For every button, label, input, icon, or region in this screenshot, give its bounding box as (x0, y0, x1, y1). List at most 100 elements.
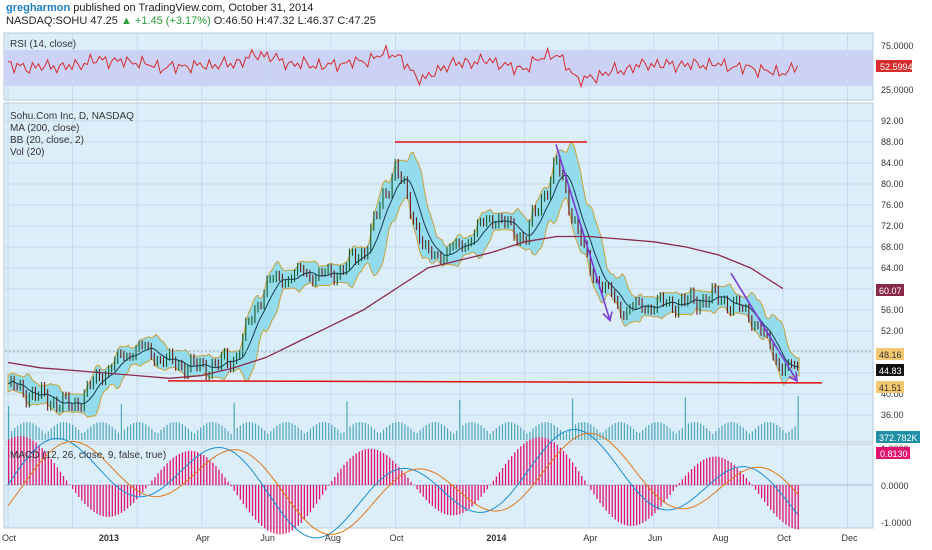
volume-bar (608, 426, 610, 440)
volume-bar (321, 422, 324, 440)
volume-bar (105, 423, 107, 440)
volume-bar (626, 424, 629, 440)
macd-histogram-bar (434, 485, 437, 509)
volume-bar (587, 422, 589, 440)
volume-bar (690, 422, 693, 440)
macd-histogram-bar (712, 456, 714, 485)
volume-bar (328, 423, 330, 440)
volume-bar (239, 425, 241, 440)
volume-bar (788, 431, 790, 440)
volume-bar (730, 422, 732, 440)
volume-bar (654, 422, 656, 440)
macd-histogram-bar (757, 485, 760, 494)
macd-label: MACD (12, 26, close, 9, false, true) (10, 450, 166, 461)
volume-bar (175, 422, 177, 440)
volume-bar (782, 430, 784, 440)
macd-histogram-bar (407, 477, 409, 485)
macd-histogram-bar (190, 450, 193, 485)
volume-bar (203, 425, 205, 440)
volume-bar (370, 426, 372, 440)
volume-bar (376, 432, 379, 440)
volume-bar (166, 424, 168, 440)
volume-bar (291, 423, 293, 440)
macd-histogram-bar (571, 462, 574, 485)
rsi-layer (8, 43, 799, 89)
macd-histogram-bar (450, 485, 452, 516)
macd-histogram-bar (139, 485, 141, 496)
macd-histogram-bar (361, 450, 363, 485)
macd-histogram-bar (547, 438, 549, 485)
last-price-badge-bg (876, 364, 904, 376)
macd-histogram-bar (282, 485, 284, 535)
volume-bar (242, 423, 244, 440)
macd-histogram-bar (791, 485, 793, 528)
macd-histogram-bar (35, 442, 37, 485)
macd-histogram-bar (200, 453, 202, 485)
price-pane (3, 102, 874, 443)
macd-histogram-bar (93, 485, 95, 512)
macd-histogram-bar (132, 485, 135, 503)
macd-histogram-bar (303, 485, 306, 520)
volume-bar (721, 425, 723, 440)
volume-bar (209, 422, 211, 440)
volume-bar (197, 430, 199, 440)
macd-histogram-bar (446, 485, 449, 515)
macd-histogram-bar (389, 457, 391, 485)
macd-histogram-bar (666, 485, 668, 499)
macd-histogram-bar (276, 485, 278, 535)
macd-histogram-bar (355, 453, 357, 485)
macd-histogram-bar (87, 485, 89, 507)
quote-line: NASDAQ:SOHU 47.25 ▲ +1.45 (+3.17%) O:46.… (6, 15, 376, 27)
volume-bar (724, 423, 726, 440)
volume-bar (498, 425, 501, 440)
macd-histogram-bar (62, 476, 65, 485)
volume-bar (520, 427, 522, 440)
macd-histogram-bar (730, 462, 732, 485)
volume-bar (151, 429, 153, 440)
x-axis-label: Oct (2, 533, 17, 543)
volume-bar (443, 425, 446, 440)
volume-bar (306, 431, 308, 440)
volume-bar (651, 423, 653, 440)
volume-bar (200, 427, 202, 440)
macd-histogram-bar (514, 452, 516, 485)
macd-histogram-bar (224, 477, 226, 485)
macd-histogram-bar (38, 445, 40, 485)
macd-histogram-bar (297, 485, 299, 526)
volume-bar (465, 423, 467, 440)
macd-histogram-bar (81, 485, 83, 501)
volume-bar (279, 423, 281, 440)
macd-histogram-bar (382, 453, 385, 485)
price-tick-label: 80.00 (881, 179, 904, 189)
author-link[interactable]: gregharmon (6, 2, 71, 14)
last-price: 47.25 (90, 15, 118, 27)
macd-histogram-bar (559, 447, 562, 485)
macd-histogram-bar (242, 485, 245, 505)
macd-histogram-bar (108, 485, 110, 517)
signal-line (7, 432, 798, 535)
macd-histogram-bar (797, 485, 799, 530)
price-tick-label: 92.00 (881, 116, 904, 126)
volume-bar (401, 422, 403, 440)
low-value: L:46.37 (297, 15, 335, 27)
volume-bar (379, 432, 382, 440)
volume-bar (602, 432, 604, 440)
macd-histogram-bar (751, 485, 754, 486)
macd-histogram-bar (760, 485, 763, 499)
volume-bar (663, 423, 665, 440)
macd-histogram-bar (379, 451, 382, 485)
macd-histogram-bar (477, 485, 479, 501)
macd-histogram-bar (684, 475, 687, 485)
volume-bar (32, 423, 34, 440)
volume-bar (767, 422, 769, 440)
volume-bar (20, 423, 22, 440)
macd-histogram-bar (538, 437, 540, 485)
macd-histogram-bar (154, 477, 156, 485)
macd-histogram-bar (273, 485, 275, 534)
macd-histogram-bar (373, 449, 376, 485)
macd-histogram-bar (721, 457, 723, 485)
volume-badge: 372.782K (879, 433, 918, 443)
volume-bar (29, 422, 31, 440)
volume-bar (111, 426, 113, 440)
volume-bar (38, 427, 40, 440)
